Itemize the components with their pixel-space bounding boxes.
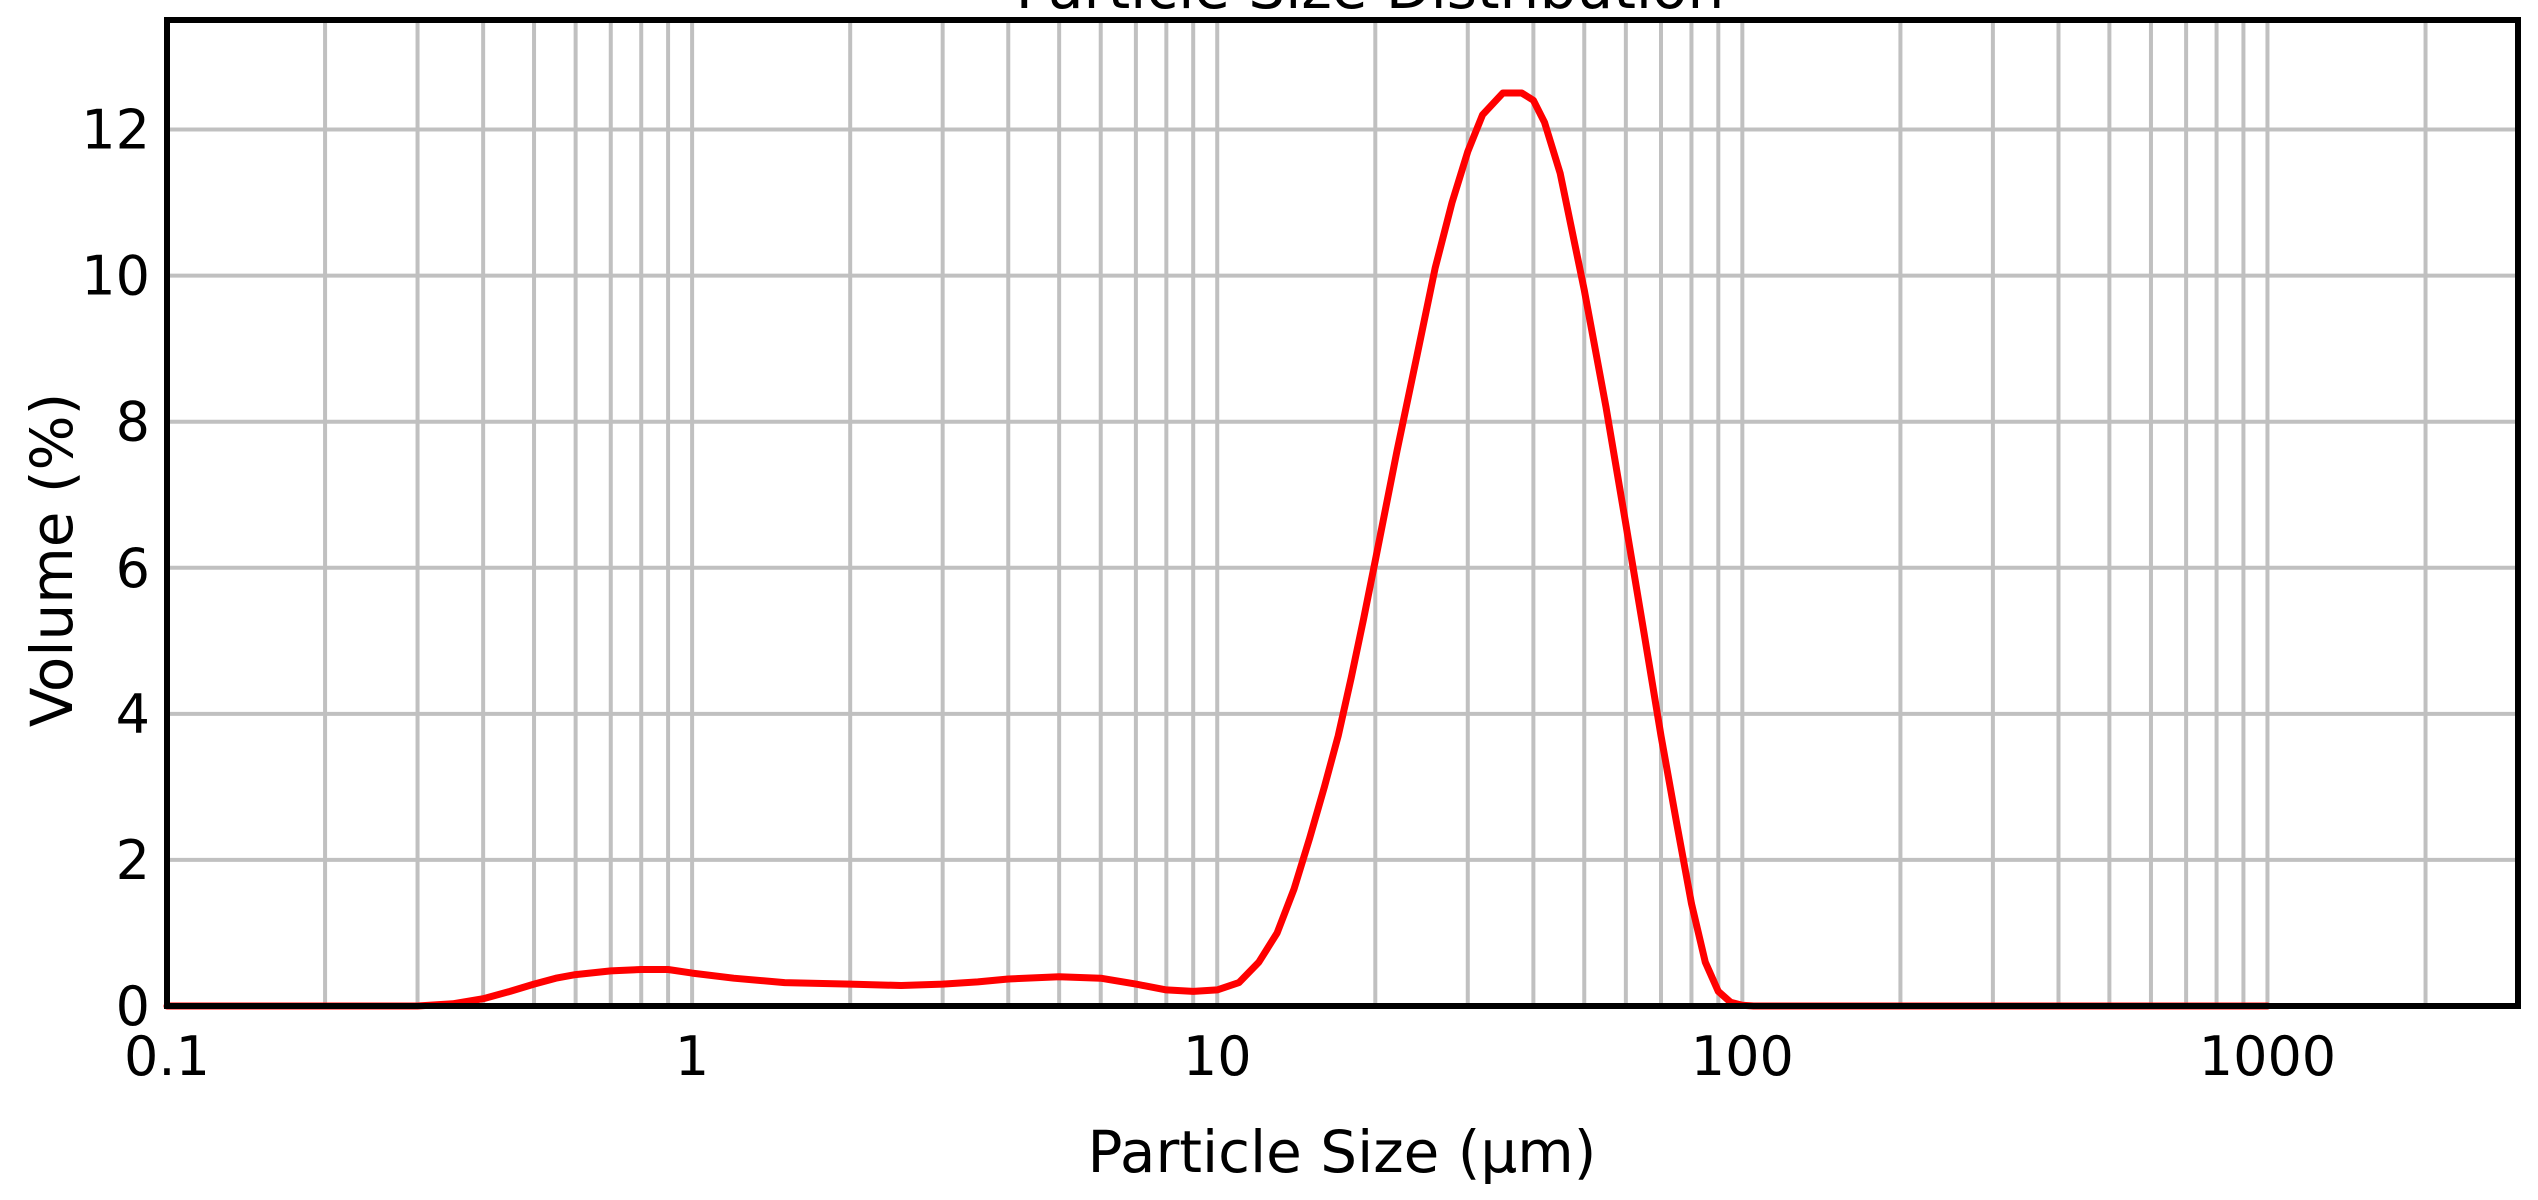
x-tick-label: 10 bbox=[1183, 1025, 1252, 1088]
series-group bbox=[163, 89, 2271, 1010]
x-axis-title: Particle Size (μm) bbox=[1088, 1118, 1597, 1186]
y-tick-labels: 0 2 4 6 8 10 12 bbox=[81, 99, 150, 1038]
x-tick-label: 1000 bbox=[2199, 1025, 2336, 1088]
x-tick-label: 0.1 bbox=[124, 1025, 210, 1088]
y-tick-label: 6 bbox=[116, 537, 150, 600]
y-axis-title: Volume (%) bbox=[18, 393, 86, 728]
y-tick-label: 8 bbox=[116, 391, 150, 454]
y-tick-label: 2 bbox=[116, 829, 150, 892]
plot-frame bbox=[164, 17, 2521, 1009]
grid-lines bbox=[167, 20, 2518, 1006]
y-tick-label: 10 bbox=[81, 245, 150, 308]
x-tick-label: 100 bbox=[1691, 1025, 1794, 1088]
x-tick-label: 1 bbox=[675, 1025, 709, 1088]
y-tick-label: 12 bbox=[81, 99, 150, 162]
chart-title: Particle Size Distribution bbox=[1016, 0, 1725, 22]
y-tick-label: 4 bbox=[116, 683, 150, 746]
x-tick-labels: 0.1 1 10 100 1000 bbox=[124, 1025, 2336, 1088]
series-line-0 bbox=[163, 89, 2271, 1010]
y-tick-label: 0 bbox=[116, 975, 150, 1038]
